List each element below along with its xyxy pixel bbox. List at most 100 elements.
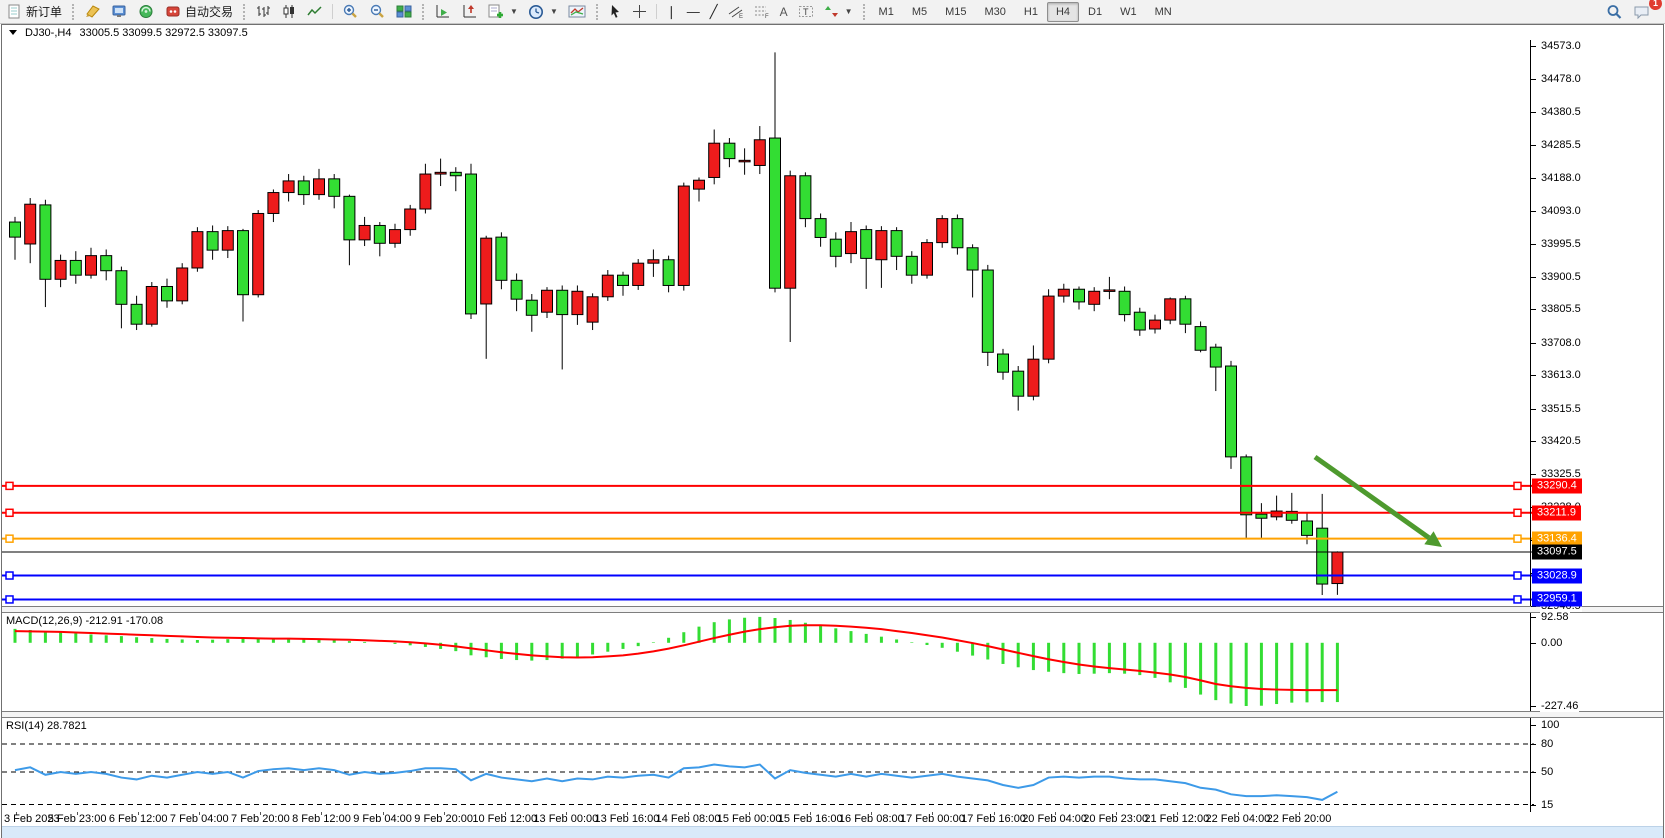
timeframe-M15[interactable]: M15 bbox=[945, 5, 967, 18]
symbol-label: DJ30-,H4 bbox=[25, 26, 72, 39]
time-tick bbox=[138, 812, 140, 815]
timeframe-M1[interactable]: M1 bbox=[878, 5, 894, 18]
metaeditor-button[interactable] bbox=[79, 1, 106, 23]
axis-tick-label: 33995.5 bbox=[1531, 238, 1582, 251]
toolbar-separator bbox=[332, 4, 334, 19]
trendline-button[interactable]: ╱ bbox=[705, 1, 723, 23]
text-label-button[interactable]: T bbox=[793, 1, 819, 23]
macd-label: MACD(12,26,9) -212.91 -170.08 bbox=[6, 615, 164, 627]
text-label-icon: T bbox=[798, 6, 813, 17]
price-line-label: 33136.4 bbox=[1532, 531, 1582, 547]
timeframe-M5[interactable]: M5 bbox=[911, 5, 928, 18]
axis-tick-label: 34093.0 bbox=[1531, 204, 1582, 217]
time-label: 16 Feb 08:00 bbox=[838, 813, 904, 825]
crosshair-icon bbox=[632, 5, 646, 18]
svg-text:T: T bbox=[803, 7, 809, 17]
fibonacci-button[interactable]: F bbox=[749, 1, 775, 23]
timeframe-H1[interactable]: H1 bbox=[1023, 5, 1038, 18]
terminal-button[interactable] bbox=[106, 1, 133, 23]
toolbar-grip bbox=[72, 3, 75, 20]
chart-title-bar[interactable]: DJ30-,H4 33005.5 33099.5 32972.5 33097.5 bbox=[2, 25, 1663, 40]
autotrading-button[interactable]: 自动交易 bbox=[160, 1, 238, 23]
axis-tick-label: 92.58 bbox=[1531, 611, 1570, 623]
cursor-button[interactable] bbox=[603, 1, 627, 23]
zoom-out-button[interactable] bbox=[364, 1, 391, 23]
text-button[interactable]: A bbox=[775, 1, 793, 23]
time-tick bbox=[993, 812, 995, 815]
auto-scroll-button[interactable] bbox=[429, 1, 456, 23]
community-icon bbox=[139, 5, 153, 18]
notification-badge: 1 bbox=[1649, 0, 1662, 10]
timeframe-W1[interactable]: W1 bbox=[1120, 5, 1137, 18]
line-chart-button[interactable] bbox=[302, 1, 328, 23]
template-icon bbox=[568, 5, 586, 18]
trendline-icon: ╱ bbox=[709, 4, 718, 19]
time-tick bbox=[626, 812, 628, 815]
toolbar: 新订单 自动交易 ▼ ▼ bbox=[0, 0, 1665, 24]
timeframe-M30[interactable]: M30 bbox=[984, 5, 1006, 18]
axis-tick-label: -227.46 bbox=[1530, 700, 1580, 713]
svg-text:F: F bbox=[765, 14, 769, 19]
macd-panel[interactable]: MACD(12,26,9) -212.91 -170.08 92.58 0.00 -… bbox=[2, 611, 1663, 713]
status-bar bbox=[2, 826, 1663, 838]
periods-button[interactable]: ▼ bbox=[523, 1, 563, 23]
chevron-down-icon bbox=[9, 30, 17, 35]
time-label: 15 Feb 16:00 bbox=[777, 813, 843, 825]
axis-tick-label: 100 bbox=[1530, 719, 1561, 732]
price-line-label: 32959.1 bbox=[1532, 591, 1582, 607]
zoom-out-icon bbox=[370, 4, 384, 18]
chart-shift-button[interactable] bbox=[456, 1, 483, 23]
chat-bubble-icon bbox=[1634, 6, 1649, 19]
candlestick-chart-button[interactable] bbox=[276, 1, 302, 23]
timeframe-H4[interactable]: H4 bbox=[1046, 1, 1080, 22]
time-label: 8 Feb 12:00 bbox=[292, 813, 351, 825]
macd-plot bbox=[13, 616, 1339, 706]
community-button[interactable] bbox=[133, 1, 160, 23]
price-axis[interactable]: 34573.0 34478.0 34380.5 34285.5 34188.0 34093… bbox=[1530, 40, 1663, 612]
bar-chart-button[interactable] bbox=[250, 1, 276, 23]
time-tick bbox=[871, 812, 873, 815]
rsi-panel[interactable]: RSI(14) 28.7821 100 80 50 15 bbox=[2, 718, 1663, 812]
indicators-button[interactable]: ▼ bbox=[483, 1, 523, 23]
panel-splitter[interactable] bbox=[2, 606, 1663, 613]
terminal-icon bbox=[112, 5, 126, 17]
vertical-line-button[interactable]: ❘ bbox=[661, 1, 682, 23]
time-tick bbox=[1299, 812, 1300, 815]
time-label: 9 Feb 20:00 bbox=[414, 813, 474, 825]
timeframe-MN[interactable]: MN bbox=[1154, 5, 1172, 18]
time-tick bbox=[688, 812, 690, 815]
text-icon: A bbox=[779, 4, 788, 19]
axis-tick-label: 34188.0 bbox=[1531, 172, 1582, 185]
tile-windows-button[interactable] bbox=[391, 1, 417, 23]
new-order-button[interactable]: 新订单 bbox=[3, 1, 67, 23]
time-tick bbox=[382, 812, 384, 815]
axis-tick-label: 33708.0 bbox=[1531, 336, 1582, 349]
time-tick bbox=[260, 812, 262, 815]
time-label: 13 Feb 00:00 bbox=[533, 813, 599, 825]
auto-scroll-icon bbox=[436, 4, 450, 17]
arrows-button[interactable]: ▼ bbox=[819, 1, 858, 23]
timeframe-D1[interactable]: D1 bbox=[1088, 5, 1103, 18]
time-label: 17 Feb 00:00 bbox=[900, 813, 965, 825]
toolbar-grip bbox=[595, 3, 598, 20]
templates-button[interactable] bbox=[563, 1, 591, 23]
axis-tick-label: 50 bbox=[1530, 765, 1555, 778]
price-chart-panel[interactable]: 34573.0 34478.0 34380.5 34285.5 34188.0 34093… bbox=[2, 40, 1663, 612]
time-axis[interactable]: 3 Feb 2023 5 Feb 23:00 6 Feb 12:00 7 Feb 04… bbox=[2, 812, 1663, 826]
panel-splitter[interactable] bbox=[2, 711, 1663, 718]
chat-button[interactable]: 1 bbox=[1628, 0, 1662, 23]
zoom-in-button[interactable] bbox=[337, 1, 364, 23]
axis-tick-label: 33515.5 bbox=[1531, 402, 1582, 415]
search-button[interactable] bbox=[1601, 1, 1628, 23]
crosshair-button[interactable] bbox=[627, 1, 652, 23]
horizontal-line-button[interactable]: — bbox=[682, 1, 705, 23]
candlestick-plot[interactable] bbox=[2, 40, 1534, 606]
channel-button[interactable]: E bbox=[723, 1, 749, 23]
time-tick bbox=[1054, 812, 1056, 815]
time-tick bbox=[565, 812, 567, 815]
axis-tick-label: 15 bbox=[1530, 798, 1555, 811]
time-label: 21 Feb 12:00 bbox=[1144, 813, 1210, 825]
time-tick bbox=[16, 812, 17, 815]
add-indicator-icon bbox=[488, 4, 504, 18]
macd-axis: 92.58 0.00 -227.46 bbox=[1530, 611, 1663, 713]
